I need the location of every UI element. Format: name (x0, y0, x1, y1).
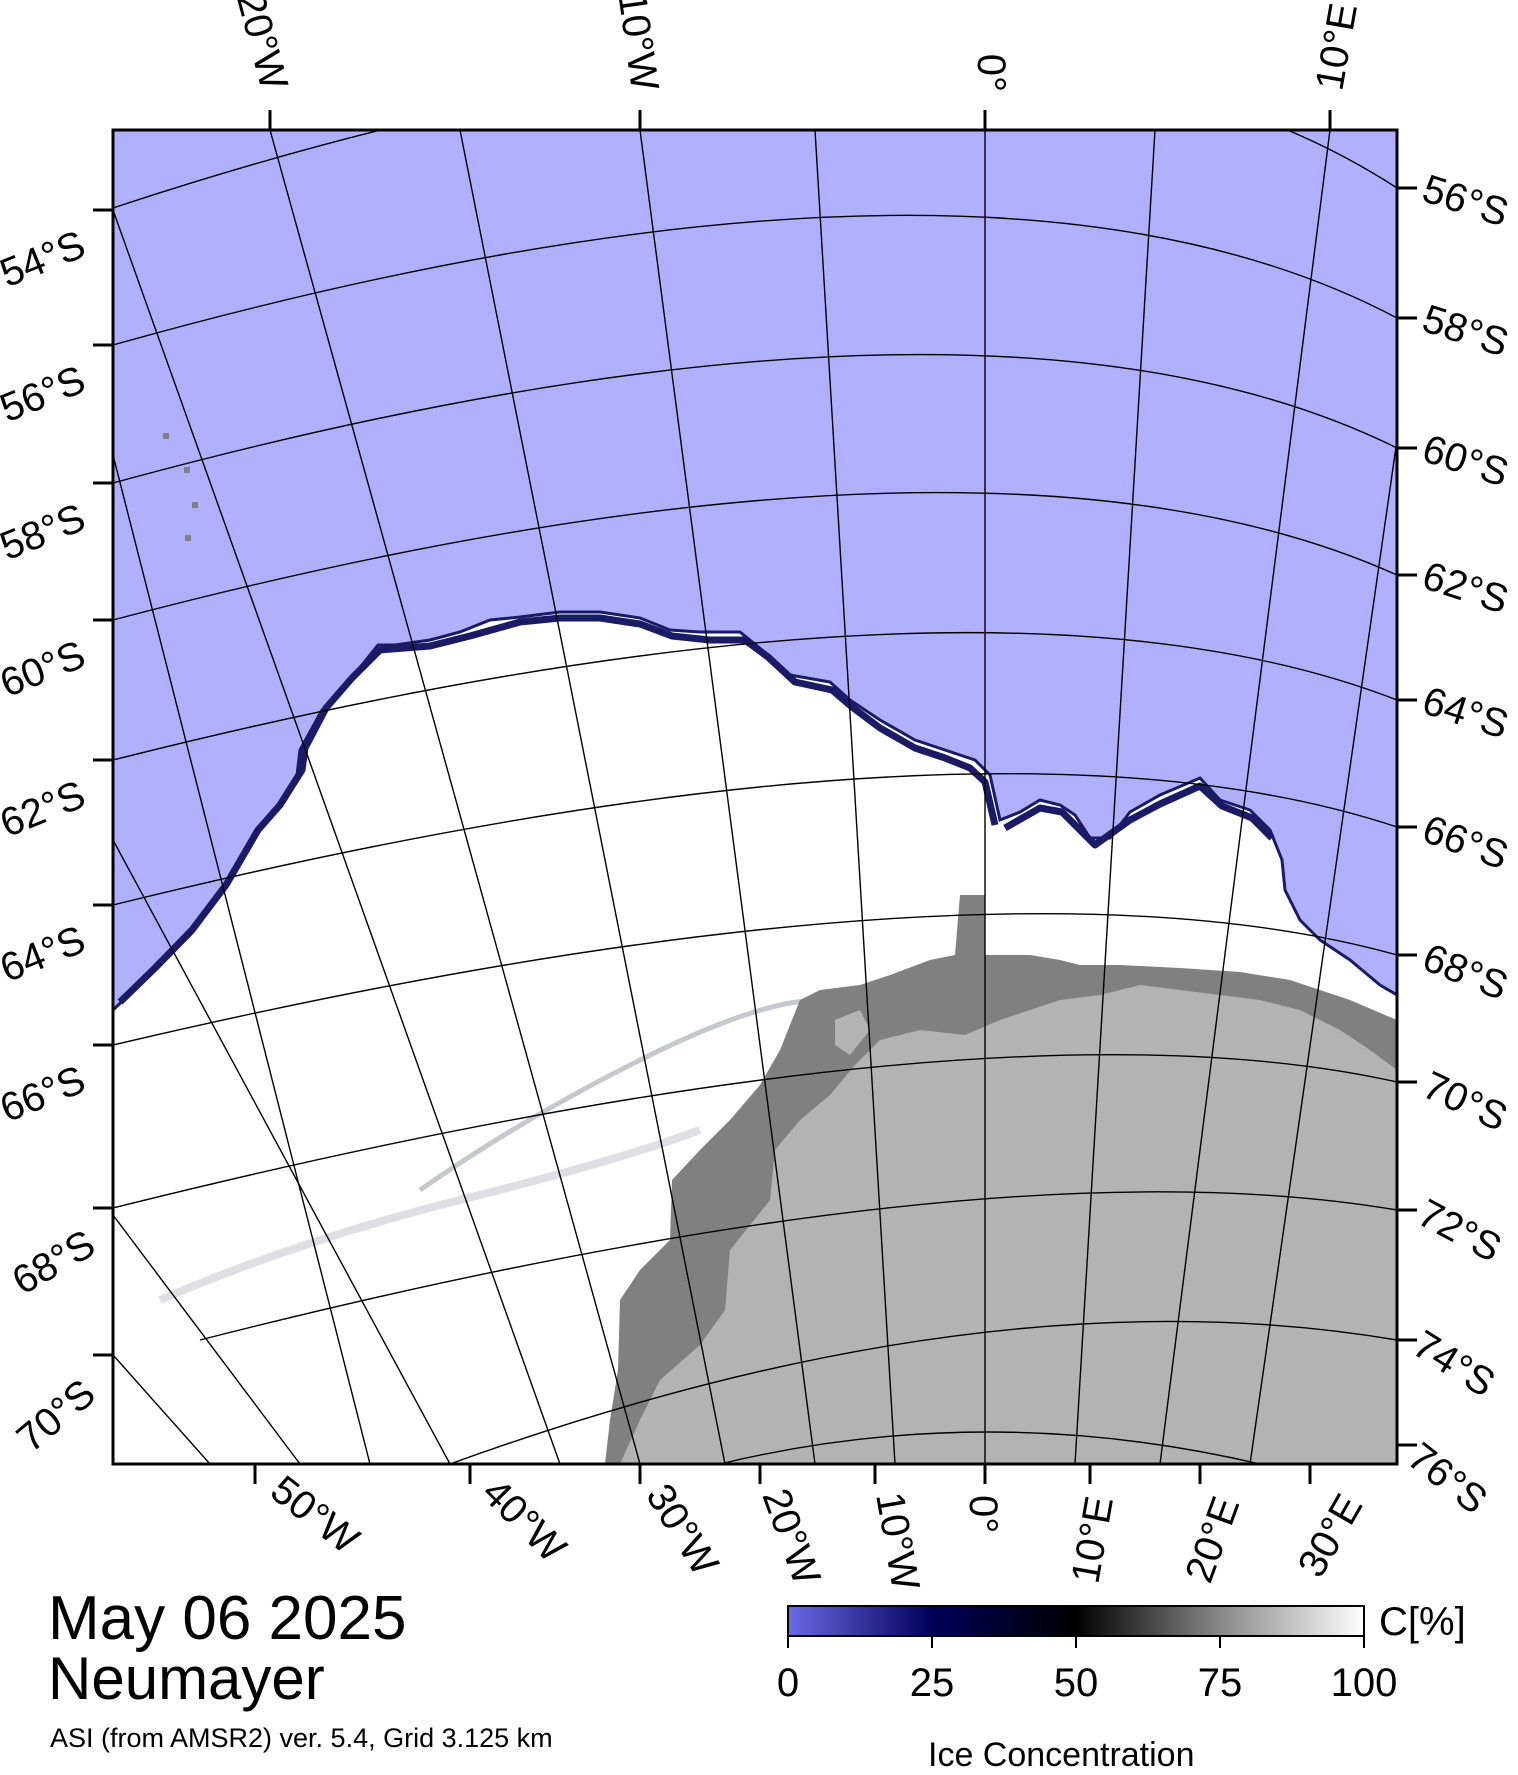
station-name: Neumayer (48, 1645, 325, 1712)
lon-line (814, 130, 896, 1464)
island (192, 502, 198, 508)
left-lat-label: 60°S (0, 633, 91, 706)
right-lat-label: 76°S (1399, 1434, 1495, 1522)
ice-edge-band (117, 614, 1275, 1005)
island (185, 535, 191, 541)
bottom-lon-label: 20°W (754, 1483, 829, 1591)
left-lat-label: 66°S (0, 1058, 91, 1131)
right-lat-label: 66°S (1417, 807, 1514, 878)
lon-line (1249, 439, 1397, 1464)
lon-line (113, 209, 561, 1464)
right-lat-label: 64°S (1417, 679, 1514, 748)
lat-line-58S (113, 214, 1397, 346)
graticule-latitudes (113, 130, 1397, 1464)
colorbar-tick-label: 25 (910, 1661, 955, 1705)
lat-line-76S (719, 1431, 1261, 1464)
lon-line (113, 839, 451, 1464)
right-lat-label: 62°S (1417, 554, 1514, 623)
colorbar-title: Ice Concentration (928, 1736, 1195, 1774)
island (184, 467, 190, 473)
lon-line (113, 1214, 301, 1464)
top-lon-label: 10°E (1308, 0, 1366, 93)
ice-fracture (158, 1126, 702, 1304)
lon-line (1074, 130, 1156, 1464)
ice-rise (835, 1010, 870, 1055)
left-lat-label: 56°S (0, 358, 91, 431)
colorbar-unit: C[%] (1379, 1600, 1466, 1644)
frame-ticks (93, 110, 1417, 1484)
lat-line-68S (113, 912, 1397, 1046)
left-lat-label: 54°S (0, 223, 91, 296)
colorbar-tick-label: 50 (1054, 1661, 1099, 1705)
right-lat-label: 58°S (1417, 297, 1514, 366)
product-info: ASI (from AMSR2) ver. 5.4, Grid 3.125 km (50, 1723, 553, 1753)
map-date: May 06 2025 (48, 1584, 407, 1653)
lon-line (1159, 130, 1331, 1464)
antarctic-interior (620, 985, 1397, 1464)
bottom-lon-label: 30°W (637, 1476, 727, 1583)
lon-line (113, 1354, 211, 1464)
lat-line-74S (449, 1320, 1397, 1464)
top-lon-label: 20°W (228, 0, 296, 95)
left-lat-label: 62°S (0, 773, 91, 846)
colorbar-tick-label: 100 (1331, 1661, 1398, 1705)
lat-line-56S (113, 130, 1397, 209)
bottom-lon-label: 40°W (474, 1470, 575, 1571)
bottom-lon-label: 30°E (1290, 1487, 1372, 1584)
right-lat-label: 56°S (1417, 167, 1514, 236)
map-frame (111, 128, 1399, 1466)
colorbar-tick-label: 75 (1198, 1661, 1243, 1705)
right-lat-label: 60°S (1417, 427, 1514, 496)
right-lat-label: 68°S (1417, 936, 1514, 1009)
lat-line-66S (113, 773, 1397, 906)
bottom-lon-label: 0° (961, 1495, 1005, 1533)
colorbar-tick-label: 0 (777, 1661, 799, 1705)
top-lon-label: 0° (969, 54, 1013, 92)
graticule-longitudes (113, 130, 1397, 1464)
lat-line-60S (113, 353, 1397, 484)
right-lat-label: 74°S (1405, 1322, 1502, 1406)
colorbar-gradient (787, 1605, 1365, 1637)
lon-line (113, 454, 371, 1464)
right-lat-label: 72°S (1411, 1191, 1509, 1271)
lon-line (459, 130, 726, 1464)
left-lat-label: 58°S (0, 496, 91, 569)
left-lat-label: 64°S (0, 918, 91, 991)
left-lat-label: 68°S (5, 1222, 102, 1304)
lat-line-62S (113, 491, 1397, 621)
colorbar: 0 25 50 75 100 (777, 1605, 1398, 1705)
island (163, 433, 169, 439)
lon-line (269, 130, 641, 1464)
ice-fracture (418, 997, 821, 1193)
lat-line-72S (199, 1191, 1397, 1341)
bottom-lon-label: 10°E (1064, 1493, 1122, 1586)
lon-line (639, 130, 816, 1464)
left-lat-label: 70°S (9, 1371, 104, 1461)
right-lat-label: 70°S (1416, 1063, 1514, 1140)
bottom-lon-label: 20°E (1177, 1491, 1248, 1588)
bottom-lon-label: 50°W (262, 1467, 367, 1562)
lat-line-64S (113, 631, 1397, 761)
bottom-lon-label: 10°W (867, 1489, 927, 1594)
lat-line-70S (113, 1053, 1397, 1209)
top-lon-label: 10°W (609, 0, 666, 93)
